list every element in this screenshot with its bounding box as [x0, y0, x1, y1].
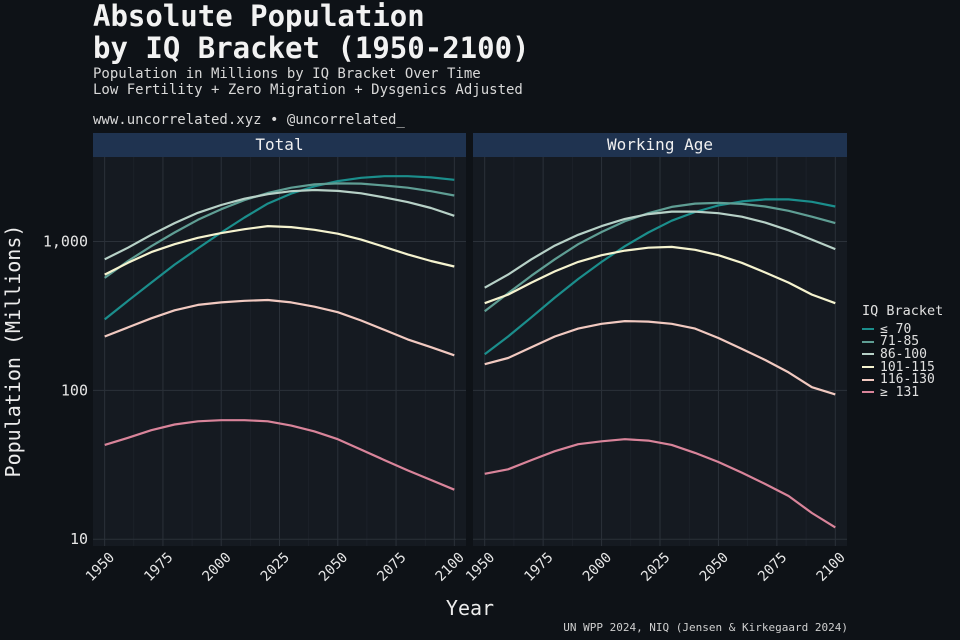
- y-axis-title: Population (Millions): [1, 225, 25, 478]
- series-line: [104, 298, 455, 357]
- y-tick-label: 100: [61, 381, 88, 399]
- x-tick-label: 2100: [814, 550, 849, 585]
- legend-key-swatch: [862, 378, 874, 381]
- series-line: [104, 188, 455, 261]
- x-tick-label: 2000: [580, 550, 615, 585]
- legend-item: 116-130: [862, 372, 943, 388]
- series-line: [104, 225, 455, 276]
- legend-key-swatch: [862, 340, 874, 343]
- x-tick-label: 2000: [199, 550, 234, 585]
- facet-label: Total: [255, 135, 303, 154]
- x-tick-label: 2075: [755, 550, 790, 585]
- x-tick-label: 2050: [697, 550, 732, 585]
- series-line: [104, 175, 455, 321]
- x-tick-label: 1975: [521, 550, 556, 585]
- legend-items: ≤ 70 71-85 86-100 101-115 116-130 ≥ 131: [862, 321, 943, 400]
- legend-item-label: 71-85: [880, 334, 920, 350]
- series-line: [484, 201, 836, 313]
- chart-subtitle: Population in Millions by IQ Bracket Ove…: [93, 66, 523, 98]
- x-axis-title: Year: [446, 596, 494, 620]
- legend-item-label: 116-130: [880, 372, 935, 388]
- series-line: [484, 210, 836, 289]
- legend-title: IQ Bracket: [862, 303, 944, 319]
- legend-item-label: 101-115: [880, 359, 935, 375]
- legend-item-label: 86-100: [880, 346, 927, 362]
- caption: UN WPP 2024, NIQ (Jensen & Kirkegaard 20…: [563, 621, 848, 634]
- series-line: [484, 320, 836, 396]
- facet-label: Working Age: [607, 135, 713, 154]
- legend-item-label: ≤ 70: [880, 321, 912, 337]
- series-line: [104, 182, 455, 279]
- x-tick-label: 1975: [141, 550, 176, 585]
- y-tick-label: 1,000: [43, 233, 88, 251]
- legend-item: 86-100: [862, 346, 943, 362]
- source-handle: www.uncorrelated.xyz • @uncorrelated_: [93, 112, 405, 128]
- legend-key-swatch: [862, 366, 874, 369]
- legend: IQ Bracket ≤ 70 71-85 86-100 101-115 116-130…: [862, 303, 944, 400]
- x-tick-label: 2075: [374, 550, 409, 585]
- legend-item: 101-115: [862, 359, 943, 375]
- x-tick-label: 2100: [433, 550, 468, 585]
- legend-key-swatch: [862, 328, 874, 331]
- facet-strip: [473, 133, 847, 157]
- series-line: [484, 245, 836, 305]
- x-tick-label: 2025: [258, 550, 293, 585]
- legend-item: 71-85: [862, 334, 943, 350]
- y-tick-label: 10: [70, 530, 88, 548]
- chart-title: Absolute Population by IQ Bracket (1950-…: [93, 0, 530, 65]
- legend-item: ≤ 70: [862, 321, 943, 337]
- series-line: [484, 198, 836, 356]
- legend-key-swatch: [862, 353, 874, 356]
- legend-key-swatch: [862, 391, 874, 394]
- x-tick-label: 1950: [463, 550, 498, 585]
- x-tick-label: 2025: [638, 550, 673, 585]
- legend-item: ≥ 131: [862, 384, 943, 400]
- series-line: [484, 438, 836, 529]
- facet-strip: [93, 133, 466, 157]
- x-tick-label: 2050: [316, 550, 351, 585]
- legend-item-label: ≥ 131: [880, 384, 920, 400]
- series-line: [104, 419, 455, 491]
- x-tick-label: 1950: [83, 550, 118, 585]
